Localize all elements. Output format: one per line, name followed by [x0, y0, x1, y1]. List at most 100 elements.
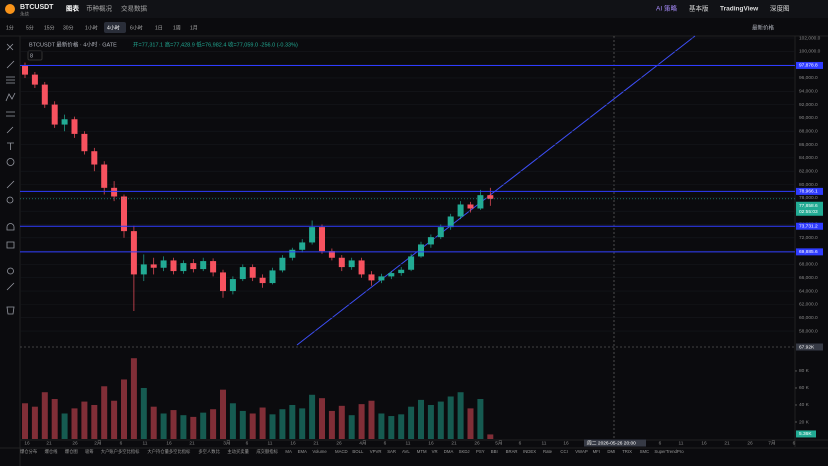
- volume-bar: [220, 389, 226, 439]
- volume-tick-label: 60 K: [799, 385, 810, 391]
- volume-bar: [61, 413, 68, 439]
- indicator-button[interactable]: Rate: [543, 449, 553, 454]
- header-link[interactable]: 深度图: [770, 4, 790, 13]
- header-tab[interactable]: 交易数据: [121, 4, 148, 13]
- indicator-button[interactable]: SAR: [387, 449, 396, 454]
- time-tick-label: 6: [120, 440, 123, 446]
- candle-body: [477, 195, 484, 209]
- indicator-button[interactable]: 成交额指标: [256, 448, 278, 455]
- interval-button[interactable]: 4小时: [107, 24, 120, 31]
- interval-button[interactable]: 30分: [63, 24, 74, 31]
- indicator-button[interactable]: AVL: [402, 449, 410, 454]
- interval-button[interactable]: 15分: [44, 24, 55, 31]
- indicator-button[interactable]: VPVR: [370, 449, 382, 454]
- text-tool[interactable]: [7, 142, 14, 150]
- interval-button[interactable]: 1小时: [85, 24, 98, 31]
- indicator-button[interactable]: CCI: [560, 449, 567, 454]
- volume-bar: [190, 416, 197, 439]
- time-tick-label: 26: [474, 440, 480, 446]
- candle-body: [319, 227, 325, 252]
- link-tool[interactable]: [6, 282, 15, 291]
- volume-bar: [418, 399, 424, 439]
- legend-ohlc: 开=77,317.1 高=77,428.9 低=76,982.4 收=77,05…: [133, 40, 298, 48]
- line-tool[interactable]: [6, 60, 15, 69]
- price-mode[interactable]: 最新价格: [752, 23, 775, 31]
- interval-button[interactable]: 1月: [190, 25, 198, 31]
- indicator-button[interactable]: VWAP: [575, 449, 588, 454]
- price-tick-label: 58,000.0: [799, 328, 818, 334]
- indicator-button[interactable]: 大户持仓量多空比指标: [147, 448, 191, 455]
- indicator-button[interactable]: SMC: [640, 449, 650, 454]
- pattern-tool[interactable]: [5, 92, 16, 102]
- candle-body: [338, 257, 345, 268]
- time-tick-label: 6: [519, 440, 522, 446]
- candle-body: [121, 196, 127, 232]
- indicator-button[interactable]: MTM: [417, 449, 427, 454]
- time-tick-label: 11: [143, 440, 148, 446]
- zoom-tool[interactable]: [6, 196, 14, 204]
- time-tick-label: 16: [290, 440, 296, 446]
- price-tick-label: 72,000.0: [799, 235, 818, 241]
- time-tick-label: 16: [563, 440, 569, 446]
- indicator-button[interactable]: EMA: [298, 449, 307, 454]
- delete-tool[interactable]: [6, 306, 15, 315]
- volume-bar: [249, 413, 256, 439]
- indicator-button[interactable]: 吸筹: [85, 448, 94, 455]
- projection-tool[interactable]: [6, 111, 15, 117]
- indicator-button[interactable]: MACD: [335, 449, 348, 454]
- indicator-button[interactable]: 爆仓线: [45, 448, 59, 455]
- price-label-bg: [796, 222, 823, 230]
- header-tab[interactable]: 币种概况: [86, 4, 113, 13]
- interval-button[interactable]: 1周: [173, 25, 181, 31]
- price-tick-label: 60,000.0: [799, 315, 818, 321]
- candle-body: [328, 251, 335, 258]
- indicator-count[interactable]: 8: [30, 53, 33, 59]
- interval-button[interactable]: 6小时: [130, 24, 143, 31]
- ruler-tool[interactable]: [6, 180, 15, 189]
- indicator-button[interactable]: MA: [285, 449, 292, 454]
- volume-bar: [447, 396, 454, 439]
- fib-tool[interactable]: [6, 76, 15, 84]
- lock-tool[interactable]: [6, 241, 15, 249]
- magnet-tool[interactable]: [6, 223, 15, 231]
- indicator-button[interactable]: DMA: [444, 449, 454, 454]
- interval-button[interactable]: 1分: [6, 24, 14, 31]
- interval-button[interactable]: 5分: [26, 24, 34, 31]
- price-tick-label: 78,000.0: [799, 195, 818, 201]
- indicator-button[interactable]: SuperTrendPro: [654, 449, 684, 454]
- cursor-tool[interactable]: [6, 43, 14, 51]
- visibility-tool[interactable]: [7, 267, 14, 275]
- indicator-button[interactable]: 主动买卖量: [227, 448, 249, 455]
- header-link[interactable]: AI 策略: [656, 4, 677, 13]
- indicator-button[interactable]: INDEX: [523, 449, 536, 454]
- volume-bar: [121, 379, 127, 439]
- indicator-button[interactable]: SKDJ: [459, 449, 470, 454]
- indicator-button[interactable]: VR: [432, 449, 438, 454]
- header-link[interactable]: 基本版: [689, 4, 709, 13]
- emoji-tool[interactable]: [6, 158, 15, 166]
- symbol[interactable]: BTCUSDT: [20, 4, 54, 11]
- volume-bar: [51, 399, 58, 439]
- indicator-button[interactable]: BBI: [491, 449, 498, 454]
- indicator-button[interactable]: MFI: [593, 449, 600, 454]
- indicator-button[interactable]: DMI: [607, 449, 615, 454]
- time-tick-label: 3月: [223, 440, 230, 446]
- price-tick-label: 62,000.0: [799, 302, 818, 308]
- indicator-button[interactable]: PSY: [476, 449, 485, 454]
- header-tab[interactable]: 图表: [66, 4, 80, 13]
- header-link[interactable]: TradingView: [720, 6, 759, 13]
- indicator-button[interactable]: 爆仓图: [65, 448, 78, 455]
- indicator-button[interactable]: Volume: [312, 449, 327, 454]
- indicator-button[interactable]: TRIX: [622, 449, 632, 454]
- indicator-button[interactable]: 爆仓分布: [20, 448, 38, 455]
- last-volume-bg: [796, 430, 816, 438]
- indicator-button[interactable]: BRAR: [506, 449, 518, 454]
- candle-body: [398, 269, 405, 274]
- candle-body: [418, 244, 424, 257]
- indicator-button[interactable]: 多空人数比: [198, 448, 220, 455]
- time-tick-label: 26: [747, 440, 753, 446]
- brush-tool[interactable]: [6, 126, 14, 134]
- interval-button[interactable]: 1日: [155, 25, 163, 31]
- indicator-button[interactable]: 大户账户多空比指标: [101, 448, 140, 455]
- indicator-button[interactable]: BOLL: [352, 449, 364, 454]
